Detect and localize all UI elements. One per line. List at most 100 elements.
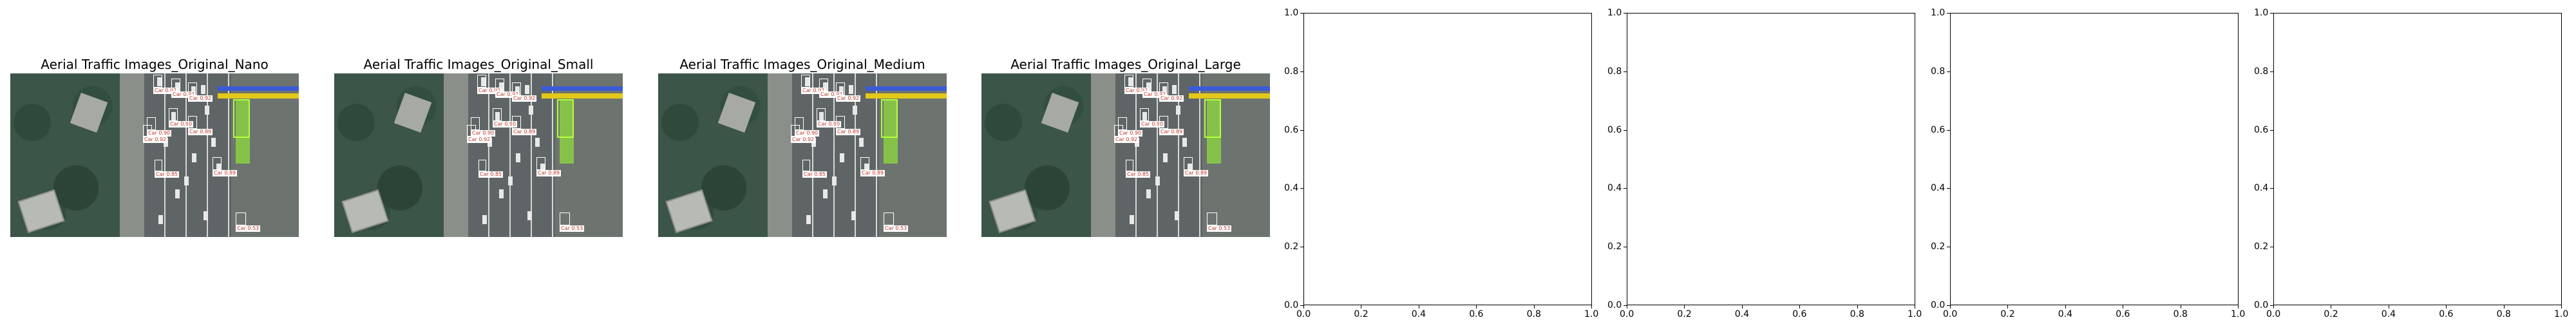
car-detection-box bbox=[467, 125, 476, 137]
y-tick-label: 1.0 bbox=[1607, 8, 1622, 18]
detection-label: Car 0.92 bbox=[1142, 91, 1168, 98]
vehicle bbox=[1163, 153, 1168, 162]
vehicle bbox=[1162, 86, 1167, 95]
detection-label: Car 0.90 bbox=[1140, 121, 1165, 128]
car-detection-box bbox=[477, 75, 486, 88]
vehicle bbox=[204, 211, 208, 220]
vehicle bbox=[1155, 176, 1160, 185]
detection-label: Car 0.90 bbox=[795, 130, 820, 137]
axes-frame bbox=[2273, 13, 2562, 305]
vehicle bbox=[508, 176, 513, 185]
vehicle bbox=[839, 86, 844, 95]
vehicle bbox=[157, 77, 162, 86]
car-detection-box bbox=[884, 213, 894, 225]
detection-label: Car 0.90 bbox=[147, 130, 172, 137]
vehicle bbox=[1146, 189, 1151, 198]
car-detection-box bbox=[1124, 75, 1133, 88]
x-tick-label: 1.0 bbox=[1908, 309, 1922, 319]
x-tick-label: 0.2 bbox=[1677, 309, 1692, 319]
vehicle bbox=[192, 153, 196, 162]
car-detection-box bbox=[236, 213, 246, 225]
detection-label: Car 0.90 bbox=[169, 121, 194, 128]
vehicle bbox=[1142, 112, 1147, 121]
x-tick bbox=[2007, 305, 2009, 308]
vehicle bbox=[515, 86, 520, 95]
detection-label: Car 0.89 bbox=[213, 170, 238, 176]
empty-axes bbox=[2273, 13, 2562, 305]
x-tick bbox=[1533, 305, 1535, 308]
y-tick bbox=[1624, 71, 1627, 72]
sidewalk bbox=[444, 73, 468, 237]
truck-detection-box bbox=[218, 93, 299, 99]
panel-title: Aerial Traffic Images_Original_Medium bbox=[679, 57, 925, 72]
car-detection-box bbox=[512, 82, 521, 95]
y-tick-label: 0.4 bbox=[2254, 183, 2269, 194]
vehicle bbox=[495, 112, 500, 121]
y-tick bbox=[2270, 71, 2273, 72]
x-tick-label: 0.4 bbox=[1734, 309, 1750, 319]
car-detection-box bbox=[188, 82, 197, 95]
x-tick-label: 0.4 bbox=[2058, 309, 2073, 319]
y-tick bbox=[1624, 188, 1627, 189]
detection-label: Car 0.92 bbox=[801, 88, 826, 94]
axes-frame bbox=[1950, 13, 2239, 305]
vehicle bbox=[158, 215, 163, 224]
panel-title: Aerial Traffic Images_Original_Large bbox=[1010, 57, 1241, 72]
bus-detection-box bbox=[542, 86, 623, 91]
bus-detection-box bbox=[233, 99, 250, 138]
x-tick-label: 1.0 bbox=[1584, 309, 1599, 319]
x-tick bbox=[1741, 305, 1743, 308]
car-detection-box bbox=[493, 108, 502, 121]
vehicle bbox=[205, 106, 209, 115]
y-tick-label: 1.0 bbox=[2254, 8, 2269, 18]
detection-label: Car 0.90 bbox=[493, 121, 518, 128]
vehicle bbox=[823, 189, 828, 198]
detection-label: Car 0.85 bbox=[802, 171, 828, 178]
vehicle bbox=[175, 189, 180, 198]
detection-label: Car 0.92 bbox=[153, 88, 178, 94]
y-tick-label: 0.2 bbox=[1931, 242, 1946, 252]
bus-detection-box bbox=[557, 99, 574, 138]
vehicle bbox=[1182, 138, 1187, 147]
vehicle bbox=[1172, 85, 1177, 94]
vehicle bbox=[1175, 211, 1179, 220]
car-detection-box bbox=[512, 116, 521, 129]
y-tick bbox=[1300, 129, 1303, 131]
car-detection-box bbox=[560, 213, 570, 225]
bus-detection-box bbox=[1189, 86, 1270, 91]
y-tick bbox=[2270, 129, 2273, 131]
sidewalk bbox=[768, 73, 792, 237]
detection-label: Car 0.53 bbox=[884, 225, 909, 232]
y-tick-label: 0.6 bbox=[1607, 124, 1622, 135]
x-tick bbox=[2503, 305, 2505, 308]
vehicle bbox=[864, 164, 869, 173]
detection-label: Car 0.85 bbox=[1126, 171, 1151, 178]
aerial-traffic-image: Car 0.92 Car 0.92 Car 0.92 Car 0.90 Car 0.90… bbox=[658, 73, 947, 237]
vehicle bbox=[529, 106, 533, 115]
x-tick-label: 0.4 bbox=[1411, 309, 1426, 319]
vehicle bbox=[1188, 164, 1192, 173]
x-tick-label: 0.8 bbox=[2173, 309, 2188, 319]
car-detection-box bbox=[1184, 157, 1193, 170]
truck-detection-box bbox=[866, 93, 947, 99]
x-tick-label: 0.0 bbox=[2266, 309, 2281, 319]
detection-label: Car 0.89 bbox=[836, 129, 861, 135]
y-tick-label: 0.8 bbox=[1284, 66, 1299, 77]
vehicle bbox=[216, 164, 221, 173]
car-detection-box bbox=[153, 75, 162, 88]
vehicle bbox=[1176, 106, 1180, 115]
x-tick bbox=[2238, 305, 2239, 308]
car-detection-box bbox=[801, 75, 810, 88]
vehicle bbox=[823, 82, 828, 91]
y-tick bbox=[1947, 305, 1950, 306]
y-tick bbox=[2270, 13, 2273, 14]
x-tick bbox=[1476, 305, 1477, 308]
road bbox=[468, 73, 555, 237]
vehicle bbox=[853, 106, 857, 115]
y-tick-label: 0.2 bbox=[1607, 242, 1622, 252]
y-tick-label: 0.6 bbox=[1284, 124, 1299, 135]
vehicle bbox=[499, 82, 504, 91]
road bbox=[1115, 73, 1202, 237]
car-detection-box bbox=[143, 125, 152, 137]
detection-label: Car 0.89 bbox=[536, 170, 562, 176]
